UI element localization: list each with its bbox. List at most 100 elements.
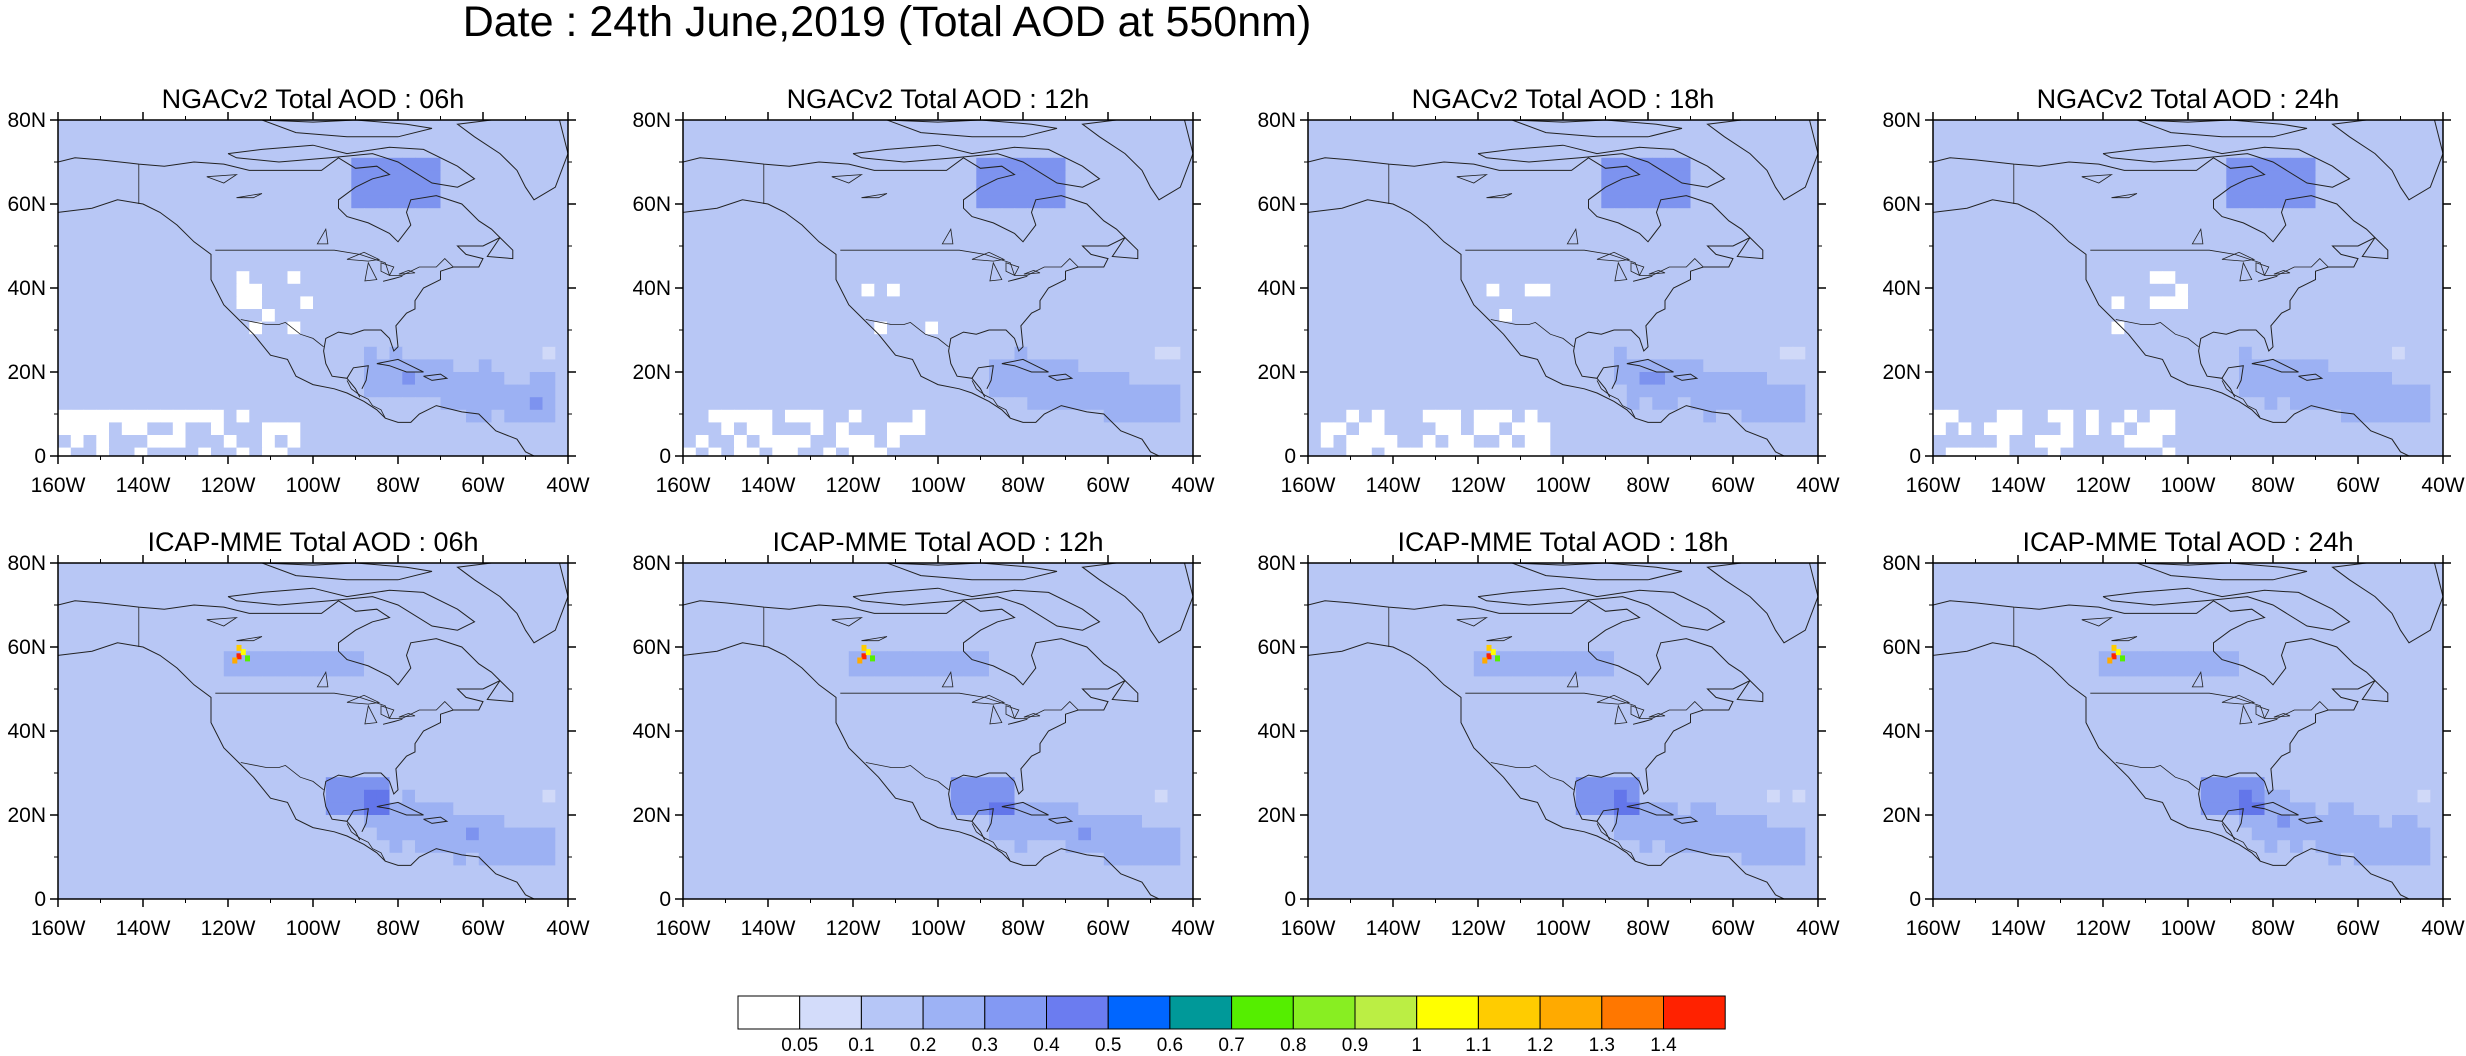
lon-label: 120W <box>1451 917 1506 940</box>
lake-outline <box>831 174 863 184</box>
lon-label: 40W <box>1796 474 1839 497</box>
lake-outline <box>1023 269 1041 275</box>
country-border <box>2221 380 2261 419</box>
lon-label: 100W <box>2161 474 2216 497</box>
lat-label: 60N <box>632 193 671 216</box>
aod-field <box>1933 563 2443 899</box>
aod-map: 80N 60N 40N 20N 0 160W 140W 120W 100W 80W 60W 40W <box>1257 553 1839 940</box>
colorbar-swatch <box>984 995 1048 1030</box>
coastline <box>963 621 1126 795</box>
lon-label: 80W <box>2251 917 2294 940</box>
map-panel: NGACv2 Total AOD : 06h 80N 60N 40N 20N 0 160W 1… <box>0 82 620 542</box>
coastline <box>486 680 514 703</box>
map-panel: NGACv2 Total AOD : 18h 80N 60N 40N 20N 0 160W 1… <box>1250 82 1870 542</box>
lake-outline <box>2081 617 2113 627</box>
lat-label: 20N <box>632 361 671 384</box>
coastline <box>2198 329 2244 390</box>
coastline <box>1001 801 1049 816</box>
colorbar-label: 0.8 <box>1280 1035 1306 1055</box>
country-border <box>1490 762 1574 791</box>
lon-label: 80W <box>1626 474 1669 497</box>
coastline <box>2102 144 2351 188</box>
lon-label: 160W <box>1906 474 1961 497</box>
panel-title: ICAP-MME Total AOD : 18h <box>1397 527 1729 557</box>
lat-label: 80N <box>1257 553 1296 575</box>
lake-outline <box>971 694 1006 705</box>
map-panel: ICAP-MME Total AOD : 06h 80N 60N 40N 20N 0 160… <box>0 525 620 985</box>
main-title: Date : 24th June,2019 (Total AOD at 550n… <box>462 0 1312 46</box>
colorbar-label: 1.4 <box>1650 1035 1677 1055</box>
aod-map: 80N 60N 40N 20N 0 160W 140W 120W 100W 80W 60W 40W <box>1257 110 1839 497</box>
lon-label: 40W <box>546 474 589 497</box>
lon-label: 160W <box>31 474 86 497</box>
lake-outline <box>2239 704 2253 725</box>
lake-outline <box>971 251 1006 262</box>
colorbar-swatch <box>1477 995 1541 1030</box>
lon-label: 140W <box>1991 474 2046 497</box>
lat-label: 0 <box>659 888 671 911</box>
lat-label: 60N <box>7 193 46 216</box>
coastline <box>1048 373 1074 381</box>
coastline <box>1588 178 1751 352</box>
aod-map: 80N 60N 40N 20N 0 160W 140W 120W 100W 80W 60W 40W <box>632 110 1214 497</box>
lat-label: 20N <box>1257 361 1296 384</box>
coastline <box>1706 563 1818 644</box>
country-border <box>215 249 454 276</box>
colorbar-swatch <box>737 995 801 1030</box>
lake-outline <box>1456 174 1488 184</box>
coastline <box>1626 358 1674 373</box>
aod-map: 80N 60N 40N 20N 0 160W 140W 120W 100W 80W 60W 40W <box>1882 553 2464 940</box>
lat-label: 60N <box>632 636 671 659</box>
coastline <box>886 563 1058 581</box>
lake-outline <box>346 251 381 262</box>
colorbar-swatch <box>1416 995 1479 1030</box>
lake-outline <box>1456 617 1488 627</box>
lon-label: 160W <box>1281 474 1336 497</box>
lat-label: 0 <box>659 445 671 468</box>
coastline <box>683 600 1016 623</box>
lat-label: 20N <box>1257 804 1296 827</box>
colorbar-label: 0.5 <box>1095 1035 1121 1055</box>
coastline <box>2361 680 2389 703</box>
lat-label: 20N <box>632 804 671 827</box>
coastline <box>1706 120 1818 201</box>
aod-map: 80N 60N 40N 20N 0 160W 140W 120W 100W 80W 60W 40W <box>7 553 589 940</box>
map-panel: ICAP-MME Total AOD : 12h 80N 60N 40N 20N 0 160… <box>625 525 1245 985</box>
coastline <box>2213 178 2376 352</box>
lon-label: 80W <box>1001 917 1044 940</box>
country-border <box>2115 319 2199 348</box>
panel-title: ICAP-MME Total AOD : 12h <box>772 527 1104 557</box>
lake-outline <box>1005 262 1020 276</box>
lake-outline <box>989 261 1003 282</box>
coastline <box>683 199 1160 456</box>
lat-label: 40N <box>7 720 46 743</box>
coastline <box>423 816 449 824</box>
lon-label: 140W <box>1991 917 2046 940</box>
coastline <box>2136 563 2308 581</box>
lon-label: 60W <box>1711 474 1754 497</box>
lat-label: 80N <box>632 110 671 132</box>
fire-hotspot <box>1482 657 1488 664</box>
coastline <box>1573 772 1619 833</box>
lat-label: 0 <box>1284 888 1296 911</box>
country-border <box>215 692 454 719</box>
lon-label: 120W <box>2076 917 2131 940</box>
lake-outline <box>1596 694 1631 705</box>
fire-hotspot <box>2111 644 2117 651</box>
lon-label: 40W <box>546 917 589 940</box>
lon-label: 120W <box>2076 474 2131 497</box>
fire-hotspot <box>236 644 242 651</box>
lon-label: 160W <box>656 917 711 940</box>
coastline <box>683 642 1160 899</box>
panel-title: ICAP-MME Total AOD : 24h <box>2022 527 2354 557</box>
lon-label: 100W <box>286 917 341 940</box>
lake-outline <box>2239 261 2253 282</box>
colorbar-label: 0.9 <box>1342 1035 1368 1055</box>
lake-outline <box>2191 227 2204 245</box>
coastline <box>376 801 424 816</box>
lat-label: 40N <box>1882 720 1921 743</box>
colorbar-label: 0.4 <box>1033 1035 1060 1055</box>
lake-outline <box>1486 193 1513 199</box>
country-border <box>1465 249 1704 276</box>
coastline <box>886 120 1058 138</box>
